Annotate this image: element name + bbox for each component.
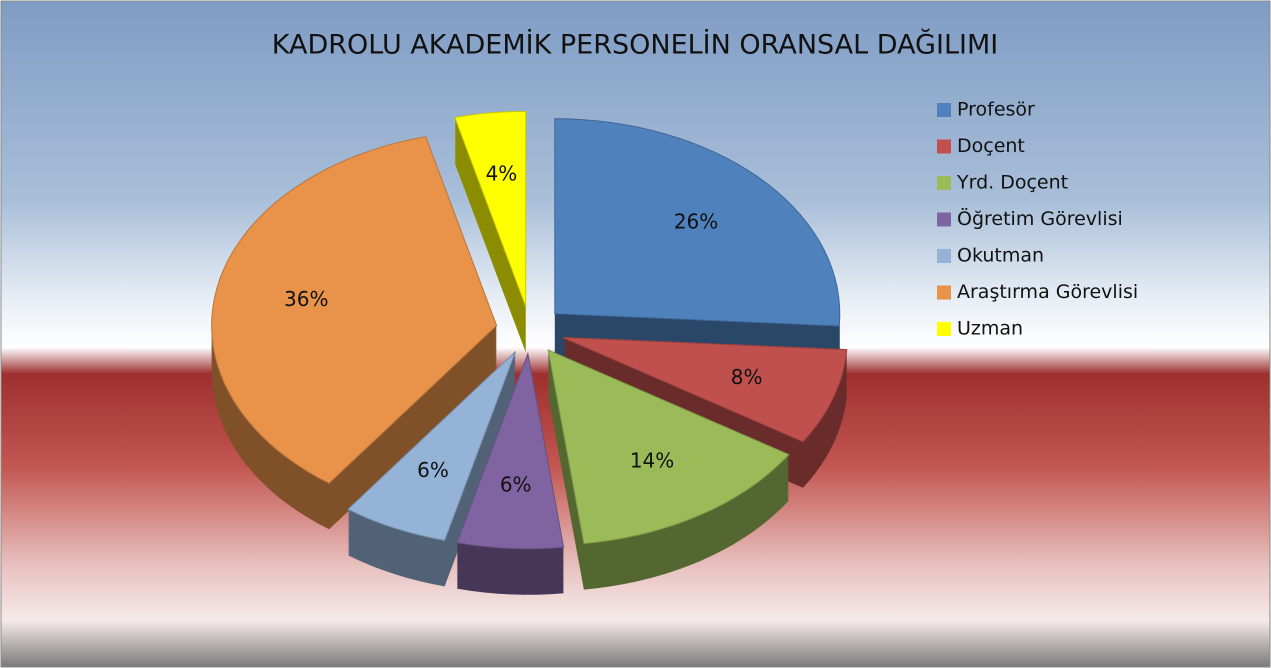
pie-slice	[454, 110, 527, 353]
slice-top	[547, 349, 790, 545]
data-label: 36%	[284, 287, 328, 311]
legend-label: Okutman	[957, 245, 1044, 267]
pie-slice	[456, 351, 565, 595]
data-label: 26%	[674, 209, 718, 233]
legend-label: Uzman	[957, 318, 1023, 340]
legend-label: Araştırma Görevlisi	[957, 281, 1138, 303]
data-label: 6%	[417, 458, 449, 482]
data-label: 6%	[500, 473, 532, 497]
legend-swatch	[937, 176, 951, 190]
legend-swatch	[937, 249, 951, 263]
legend-swatch	[937, 322, 951, 336]
legend-label: Profesör	[957, 99, 1035, 121]
slice-top	[454, 110, 527, 307]
pie-slice	[547, 349, 790, 590]
data-label: 8%	[731, 365, 763, 389]
legend-swatch	[937, 285, 951, 300]
slice-top	[456, 351, 565, 550]
legend-label: Doçent	[957, 135, 1025, 157]
data-label: 14%	[630, 449, 674, 473]
slice-top	[347, 351, 516, 541]
legend-label: Yrd. Doçent	[956, 172, 1068, 194]
pie-slice	[554, 118, 841, 372]
chart-title: KADROLU AKADEMİK PERSONELİN ORANSAL DAĞI…	[272, 29, 998, 61]
legend-swatch	[937, 139, 951, 154]
legend-label: Öğretim Görevlisi	[957, 207, 1123, 230]
slice-top	[562, 336, 848, 443]
pie-slice	[347, 351, 516, 587]
slice-top	[554, 118, 841, 327]
legend-swatch	[937, 103, 951, 117]
data-label: 4%	[486, 161, 518, 185]
pie-slice	[211, 136, 498, 530]
slice-top	[211, 136, 498, 484]
legend-swatch	[937, 212, 951, 227]
